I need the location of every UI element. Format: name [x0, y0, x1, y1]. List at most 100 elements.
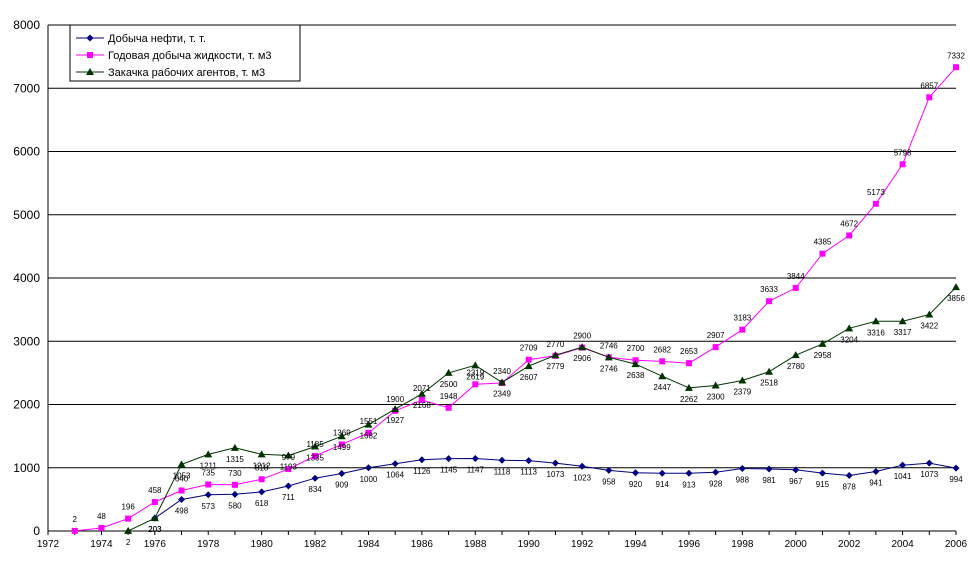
data-point	[204, 450, 213, 458]
x-tick-label: 2004	[891, 539, 914, 550]
data-label: 1211	[200, 461, 218, 470]
data-label: 2607	[520, 373, 538, 382]
data-label: 2900	[573, 332, 591, 341]
data-point	[231, 490, 239, 498]
legend-entry-injection: Закачка рабочих агентов, т. м3	[76, 67, 265, 79]
data-label: 1053	[173, 471, 191, 480]
series-line	[74, 66, 957, 532]
data-point	[899, 161, 906, 168]
data-point	[738, 376, 747, 384]
data-label: 914	[656, 480, 670, 489]
data-point	[71, 527, 78, 534]
data-label: 818	[255, 463, 269, 472]
data-point	[230, 443, 239, 451]
data-label: 994	[949, 475, 963, 484]
legend-box	[69, 24, 301, 82]
x-tick-label: 1978	[197, 539, 220, 550]
x-tick-label: 1974	[90, 539, 113, 550]
x-tick-label: 1998	[731, 539, 754, 550]
data-label: 3844	[787, 272, 805, 281]
data-point	[658, 469, 666, 477]
data-point	[845, 471, 853, 479]
data-label: 2746	[600, 341, 618, 350]
data-label: 1212	[253, 461, 271, 470]
data-label: 2500	[440, 380, 458, 389]
data-label: 2168	[413, 401, 431, 410]
data-label: 203	[148, 525, 162, 534]
data-label: 2700	[627, 344, 645, 353]
data-point	[765, 465, 773, 473]
x-tick-label: 2002	[838, 539, 861, 550]
data-label: 2319	[466, 368, 484, 377]
data-point	[765, 367, 774, 375]
y-tick-label: 2000	[13, 398, 40, 412]
data-label: 2907	[707, 331, 725, 340]
data-point	[898, 317, 907, 325]
data-label: 909	[335, 481, 349, 490]
data-point	[684, 383, 693, 391]
data-point	[791, 351, 800, 359]
data-label: 196	[121, 503, 135, 512]
data-point	[284, 482, 292, 490]
data-label: 2709	[520, 344, 538, 353]
data-label: 1126	[413, 467, 431, 476]
data-point	[364, 420, 373, 428]
x-tick-label: 1992	[571, 539, 594, 550]
data-label: 203	[148, 525, 162, 534]
data-label: 2619	[466, 372, 484, 381]
data-point	[818, 339, 827, 347]
data-point	[337, 432, 346, 440]
legend-marker-injection	[86, 68, 94, 75]
data-point	[338, 441, 345, 448]
data-label: 2262	[680, 395, 698, 404]
data-label: 1064	[386, 471, 404, 480]
data-point	[257, 450, 266, 458]
data-point	[151, 499, 158, 506]
data-label: 2780	[787, 362, 805, 371]
data-label: 1900	[386, 395, 404, 404]
data-point	[659, 358, 666, 365]
data-label: 2349	[493, 389, 511, 398]
data-point	[524, 362, 533, 370]
data-point	[391, 405, 400, 413]
x-tick-label: 1994	[624, 539, 647, 550]
data-label: 498	[175, 507, 189, 516]
data-label: 2638	[627, 371, 645, 380]
data-point	[631, 360, 640, 368]
data-point	[365, 429, 372, 436]
data-point	[284, 451, 293, 459]
data-label: 3422	[920, 322, 938, 331]
legend-label-oil: Добыча нефти, т. т.	[108, 33, 206, 45]
data-point	[685, 360, 692, 367]
data-point	[471, 361, 480, 369]
data-label: 4385	[814, 238, 832, 247]
data-label: 878	[842, 482, 856, 491]
data-label: 913	[682, 480, 696, 489]
data-point	[312, 453, 319, 460]
y-tick-label: 8000	[13, 18, 40, 32]
data-point	[285, 466, 292, 473]
data-label: 4672	[840, 219, 858, 228]
data-point	[150, 514, 159, 522]
data-label: 580	[228, 501, 242, 510]
y-tick-label: 4000	[13, 271, 40, 285]
data-label: 6857	[920, 81, 938, 90]
data-label: 1147	[467, 465, 485, 474]
x-tick-label: 1984	[357, 539, 380, 550]
data-label: 2958	[814, 351, 832, 360]
data-point	[952, 464, 960, 472]
data-point	[125, 515, 132, 522]
legend-entry-oil: Добыча нефти, т. т.	[76, 33, 206, 45]
data-point	[258, 476, 265, 483]
data-label: 1145	[440, 466, 458, 475]
data-point	[658, 372, 667, 380]
data-point	[178, 496, 186, 504]
legend-label-injection: Закачка рабочих агентов, т. м3	[108, 67, 265, 79]
series-1	[151, 454, 960, 522]
data-point	[498, 456, 506, 464]
data-label: 1193	[280, 463, 298, 472]
x-tick-label: 1982	[304, 539, 327, 550]
series-group	[71, 64, 960, 534]
x-tick-label: 2006	[945, 539, 968, 550]
